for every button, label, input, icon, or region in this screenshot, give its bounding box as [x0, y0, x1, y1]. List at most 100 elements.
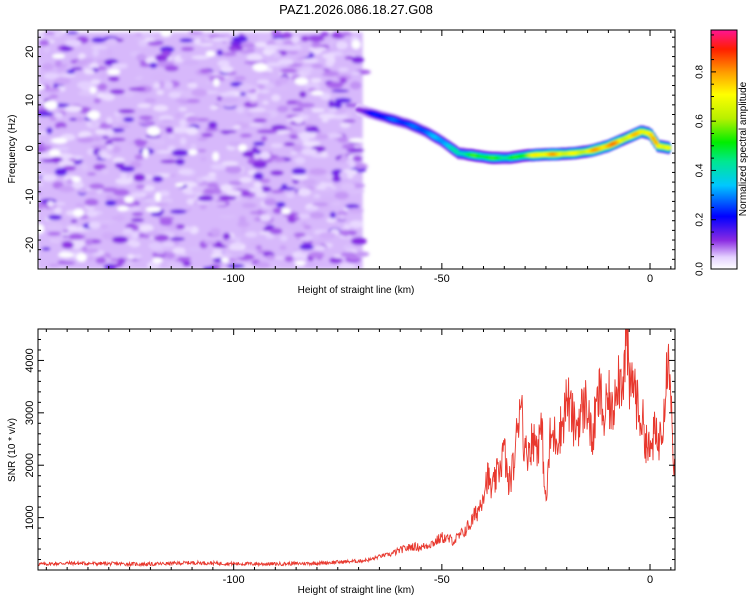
noise-blob — [226, 190, 242, 197]
noise-blob — [229, 48, 239, 53]
noise-blob — [123, 90, 135, 98]
noise-gap — [294, 260, 306, 266]
noise-blob — [172, 126, 190, 134]
noise-blob — [269, 227, 283, 235]
noise-blob — [338, 67, 349, 72]
noise-blob — [343, 223, 351, 232]
noise-blob — [321, 150, 328, 158]
noise-blob — [290, 151, 298, 155]
noise-gap — [76, 252, 87, 262]
noise-blob — [130, 218, 145, 223]
noise-gap — [58, 252, 74, 258]
noise-gap — [188, 149, 198, 156]
noise-blob — [95, 257, 107, 264]
noise-blob — [134, 37, 147, 41]
noise-blob — [241, 41, 253, 46]
noise-blob — [87, 148, 95, 156]
noise-blob — [109, 89, 126, 95]
noise-blob — [347, 256, 360, 261]
noise-blob — [326, 217, 336, 223]
track-cell — [652, 140, 659, 145]
noise-blob — [197, 195, 214, 202]
noise-blob — [133, 173, 146, 182]
top-y-tick-label: 0 — [24, 145, 36, 151]
noise-gap — [73, 208, 84, 217]
noise-blob — [299, 91, 307, 98]
noise-blob — [339, 171, 348, 179]
noise-blob — [297, 188, 311, 197]
noise-blob — [117, 124, 130, 128]
noise-blob — [88, 221, 101, 229]
noise-blob — [38, 202, 46, 210]
noise-blob — [56, 146, 70, 152]
bottom-x-tick-label: 0 — [647, 574, 653, 586]
noise-blob — [311, 41, 322, 49]
noise-blob — [272, 157, 286, 163]
noise-blob — [59, 71, 67, 75]
noise-blob — [38, 185, 49, 193]
noise-blob — [281, 32, 293, 39]
noise-blob — [338, 214, 347, 221]
noise-blob — [84, 257, 95, 261]
noise-blob — [54, 112, 64, 119]
noise-gap — [142, 148, 149, 159]
noise-gap — [220, 257, 230, 263]
noise-blob — [201, 175, 217, 182]
noise-blob — [306, 261, 316, 269]
noise-blob — [53, 77, 71, 85]
noise-blob — [188, 31, 204, 35]
track-cell — [647, 133, 655, 137]
noise-blob — [161, 179, 171, 188]
noise-blob — [212, 248, 223, 254]
noise-blob — [311, 63, 323, 69]
noise-blob — [259, 178, 271, 184]
noise-gap — [175, 182, 185, 188]
noise-blob — [195, 118, 210, 122]
noise-blob — [240, 189, 251, 198]
noise-blob — [141, 48, 155, 53]
noise-blob — [135, 184, 145, 190]
noise-blob — [172, 247, 186, 254]
noise-blob — [340, 154, 348, 163]
noise-blob — [292, 250, 303, 259]
noise-gap — [252, 62, 268, 72]
noise-blob — [232, 251, 245, 258]
noise-blob — [72, 249, 84, 254]
noise-blob — [175, 158, 185, 166]
noise-blob — [271, 124, 287, 131]
noise-blob — [136, 121, 148, 125]
noise-blob — [321, 70, 340, 77]
noise-blob — [149, 62, 158, 69]
noise-blob — [151, 73, 168, 81]
noise-blob — [126, 254, 135, 260]
noise-blob — [118, 109, 136, 114]
noise-blob — [208, 172, 217, 177]
noise-blob — [66, 225, 78, 230]
bottom-y-tick-label: 2000 — [24, 453, 36, 477]
noise-blob — [215, 41, 226, 49]
noise-blob — [87, 172, 97, 176]
noise-blob — [322, 53, 336, 59]
noise-blob — [252, 141, 265, 146]
noise-blob — [287, 215, 297, 224]
noise-gap — [152, 257, 163, 264]
noise-blob — [38, 33, 45, 40]
noise-blob — [48, 263, 60, 268]
noise-blob — [281, 183, 288, 188]
noise-blob — [97, 151, 109, 155]
noise-blob — [123, 227, 133, 235]
noise-blob — [41, 174, 57, 182]
noise-gap — [145, 206, 162, 213]
noise-blob — [225, 166, 243, 174]
colorbar: 0.0 0.2 0.4 0.6 0.8 Normalized spectral ampl… — [695, 29, 749, 276]
noise-blob — [97, 219, 115, 225]
noise-blob — [201, 132, 214, 138]
chart-title: PAZ1.2026.086.18.27.G08 — [279, 2, 433, 17]
noise-blob — [152, 175, 164, 183]
noise-blob — [200, 156, 207, 162]
noise-blob — [261, 71, 272, 76]
noise-blob — [114, 111, 121, 117]
noise-blob — [305, 124, 312, 128]
noise-gap — [212, 151, 220, 162]
noise-blob — [91, 37, 106, 43]
